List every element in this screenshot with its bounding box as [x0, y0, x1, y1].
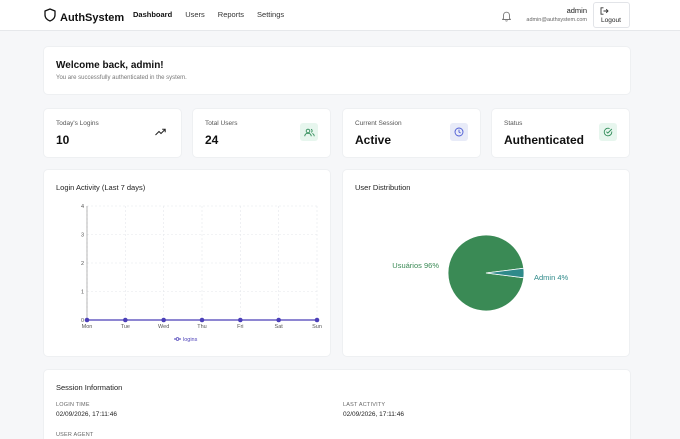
data-point	[161, 317, 166, 323]
x-tick-label: Tue	[121, 324, 130, 330]
y-tick-label: 0	[81, 318, 84, 324]
stat-card-total-users: Total Users 24	[193, 109, 330, 157]
x-tick-label: Sun	[312, 324, 322, 330]
nav-reports[interactable]: Reports	[217, 10, 245, 19]
user-distribution-chart: Usuários 96% Admin 4%	[392, 234, 569, 312]
y-tick-label: 4	[81, 204, 84, 210]
stat-card-status: Status Authenticated	[492, 109, 629, 157]
trending-up-icon	[151, 123, 169, 141]
data-point	[314, 317, 320, 323]
logout-icon	[600, 7, 609, 15]
welcome-subtitle: You are successfully authenticated in th…	[56, 75, 187, 81]
nav-settings[interactable]: Settings	[257, 10, 285, 19]
data-point	[199, 317, 205, 323]
data-point	[84, 317, 90, 323]
main-nav: Dashboard Users Reports Settings	[133, 10, 297, 19]
last-activity-value: 02/09/2026, 17:11:46	[343, 411, 404, 418]
top-navbar: AuthSystem Dashboard Users Reports Setti…	[0, 0, 680, 31]
nav-dashboard[interactable]: Dashboard	[133, 10, 173, 19]
login-activity-card: Login Activity (Last 7 days) 0 1 2 3 4 Mon Tue…	[44, 170, 330, 356]
user-email: admin@authsystem.com	[526, 17, 587, 23]
data-point	[276, 317, 281, 323]
x-tick-label: Fri	[237, 324, 243, 330]
shield-icon	[44, 8, 56, 27]
last-activity-label: LAST ACTIVITY	[343, 402, 386, 408]
x-tick-label: Mon	[82, 324, 93, 330]
data-point	[238, 317, 243, 323]
stat-label: Today's Logins	[56, 120, 99, 127]
user-agent-label: USER AGENT	[56, 432, 94, 438]
nav-users[interactable]: Users	[185, 10, 205, 19]
stat-label: Current Session	[355, 120, 402, 127]
welcome-card: Welcome back, admin! You are successfull…	[44, 47, 630, 94]
chart-title: User Distribution	[355, 183, 411, 192]
stat-value: 10	[56, 133, 70, 147]
welcome-title: Welcome back, admin!	[56, 60, 164, 71]
users-icon	[300, 123, 318, 141]
stat-card-todays-logins: Today's Logins 10	[44, 109, 181, 157]
x-tick-label: Thu	[197, 324, 206, 330]
x-tick-label: Sat	[275, 324, 284, 330]
pie-label: Usuários 96%	[392, 261, 439, 270]
y-tick-label: 1	[81, 290, 84, 296]
pie-slice	[447, 234, 525, 312]
x-tick-label: Wed	[158, 324, 169, 330]
stat-value: Authenticated	[504, 133, 585, 147]
legend-label: logins	[183, 337, 198, 343]
stat-value: Active	[355, 133, 392, 147]
user-distribution-card: User Distribution Usuários 96% Admin 4%	[343, 170, 629, 356]
user-name: admin	[566, 6, 587, 15]
brand-name: AuthSystem	[60, 11, 125, 24]
logout-button[interactable]: Logout	[593, 2, 630, 28]
pie-label: Admin 4%	[534, 273, 569, 282]
bell-icon[interactable]	[501, 9, 512, 27]
login-time-value: 02/09/2026, 17:11:46	[56, 411, 117, 418]
stat-value: 24	[205, 133, 219, 147]
clock-icon	[450, 123, 468, 141]
logout-label: Logout	[601, 17, 621, 24]
check-circle-icon	[599, 123, 617, 141]
data-point	[123, 317, 128, 323]
pie-slice	[485, 267, 525, 279]
stat-label: Total Users	[205, 120, 238, 127]
stat-label: Status	[504, 120, 523, 127]
login-time-label: LOGIN TIME	[56, 402, 90, 408]
chart-title: Login Activity (Last 7 days)	[56, 183, 146, 192]
user-info: admin admin@authsystem.com	[526, 6, 587, 23]
stat-card-current-session: Current Session Active	[343, 109, 480, 157]
brand[interactable]: AuthSystem	[44, 8, 124, 27]
y-tick-label: 2	[81, 261, 84, 267]
session-title: Session Information	[56, 383, 123, 392]
session-info-card: Session Information LOGIN TIME 02/09/202…	[44, 370, 630, 439]
legend-marker	[175, 337, 180, 341]
login-activity-chart: 0 1 2 3 4 Mon Tue Wed Thu Fri Sat Sun logins	[81, 204, 322, 343]
y-tick-label: 3	[81, 233, 84, 239]
